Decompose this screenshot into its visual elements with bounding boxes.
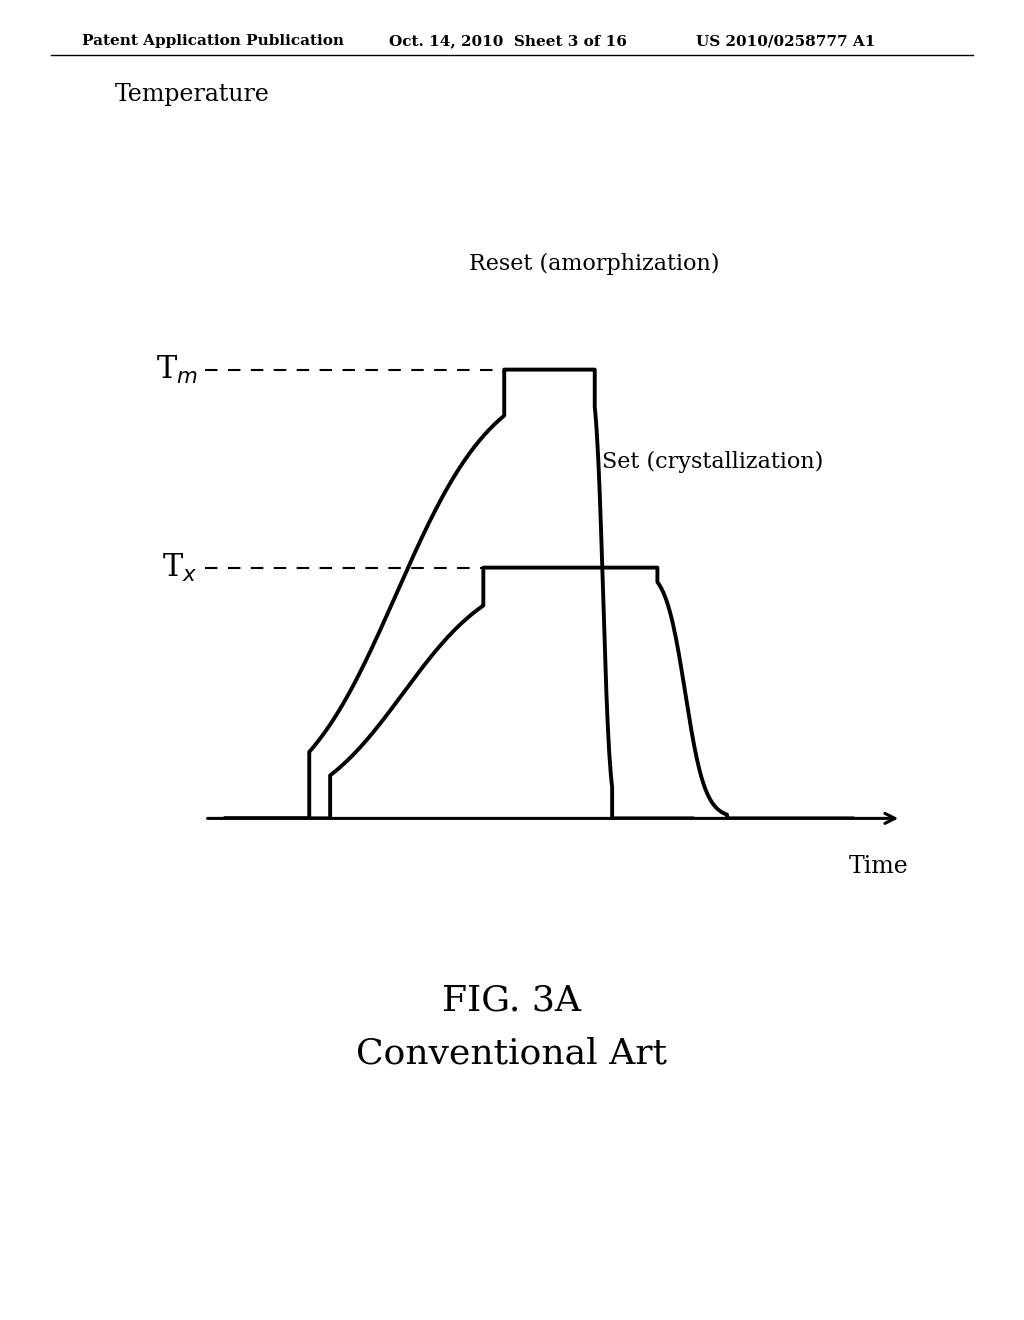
Text: FIG. 3A: FIG. 3A xyxy=(442,983,582,1018)
Text: Set (crystallization): Set (crystallization) xyxy=(602,451,823,473)
Text: Patent Application Publication: Patent Application Publication xyxy=(82,34,344,49)
Text: Oct. 14, 2010  Sheet 3 of 16: Oct. 14, 2010 Sheet 3 of 16 xyxy=(389,34,627,49)
Text: $\mathregular{T}_m$: $\mathregular{T}_m$ xyxy=(156,354,198,385)
Text: Conventional Art: Conventional Art xyxy=(356,1036,668,1071)
Text: $\mathregular{T}_x$: $\mathregular{T}_x$ xyxy=(163,552,198,583)
Text: Temperature: Temperature xyxy=(115,83,269,106)
Text: US 2010/0258777 A1: US 2010/0258777 A1 xyxy=(696,34,876,49)
Text: Reset (amorphization): Reset (amorphization) xyxy=(469,253,720,275)
Text: Time: Time xyxy=(848,855,908,878)
